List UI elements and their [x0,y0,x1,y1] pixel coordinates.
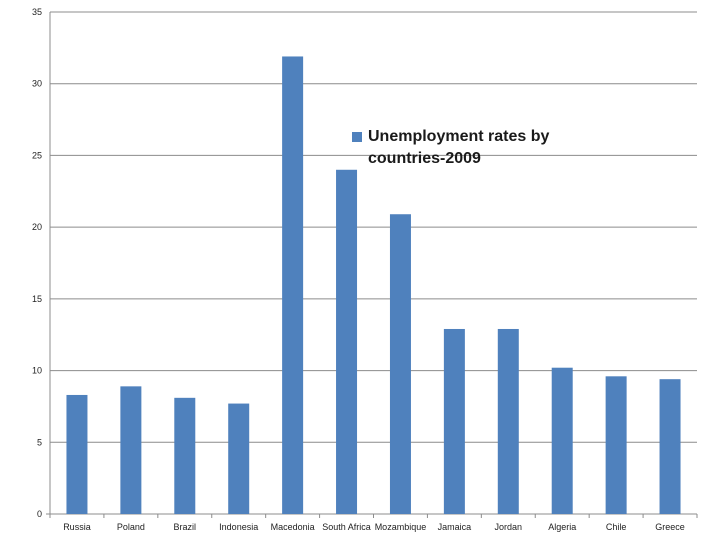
bar [497,328,519,514]
bar [443,328,465,514]
y-tick-label: 35 [32,7,42,17]
bar [551,367,573,514]
x-category-label: Chile [606,522,627,532]
x-category-labels: Russia Poland Brazil Indonesia Macedonia Sout… [63,522,685,532]
bar [228,403,250,514]
bar [174,397,196,514]
bar [282,56,304,514]
y-tick-label: 10 [32,366,42,376]
x-category-label: Brazil [174,522,197,532]
x-category-label: Greece [655,522,685,532]
axes [46,12,698,518]
bar [659,379,681,514]
y-tick-label: 25 [32,150,42,160]
x-category-label: Macedonia [271,522,315,532]
x-category-label: Jordan [495,522,523,532]
bar [120,386,142,514]
y-tick-label: 0 [37,509,42,519]
legend-swatch [352,132,362,142]
x-category-label: Russia [63,522,91,532]
bar [66,394,88,514]
y-tick-labels: 0 5 10 15 20 25 30 35 [32,7,42,519]
bars [66,56,681,514]
x-category-label: South Africa [322,522,371,532]
bar [605,376,627,514]
x-category-label: Indonesia [219,522,258,532]
bar [389,214,411,514]
legend-entry-label: Unemployment rates by countries-2009 [368,128,550,167]
bar [336,169,358,514]
x-category-label: Algeria [548,522,576,532]
x-category-label: Jamaica [438,522,472,532]
y-tick-label: 20 [32,222,42,232]
y-tick-label: 15 [32,294,42,304]
y-tick-label: 30 [32,79,42,89]
y-tick-label: 5 [37,437,42,447]
x-category-label: Poland [117,522,145,532]
x-category-label: Mozambique [375,522,427,532]
grid-lines [50,11,697,443]
